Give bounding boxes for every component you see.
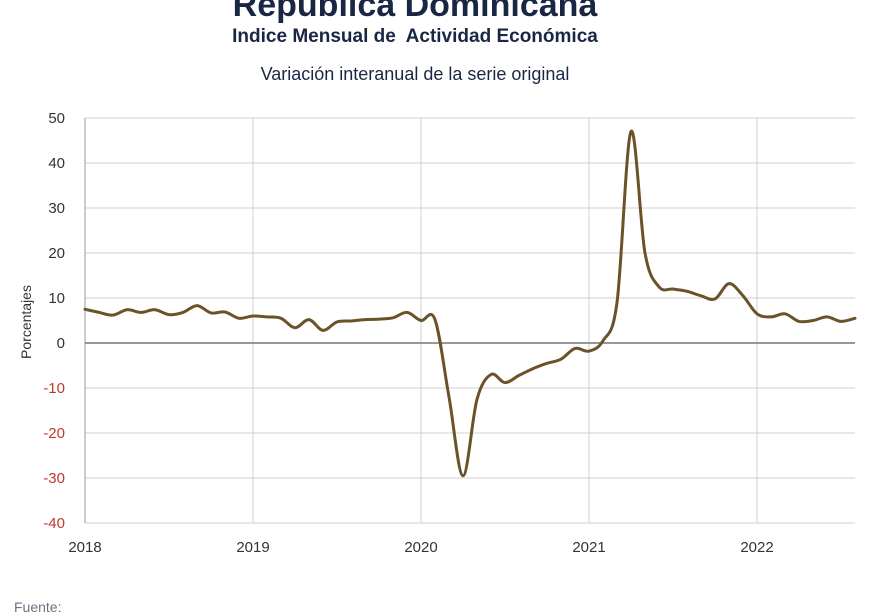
chart-subtitle-2: Variación interanual de la serie origina… (260, 64, 570, 84)
y-tick-label: 20 (48, 245, 65, 262)
grid (84, 117, 855, 524)
y-tick-label: 10 (48, 290, 65, 307)
x-tick-label: 2018 (68, 539, 101, 556)
chart-subtitle: Indice Mensual de Actividad Económica (232, 26, 598, 47)
x-tick-label: 2019 (236, 539, 269, 556)
x-tick-label: 2022 (740, 539, 773, 556)
chart-title: República Dominicana (232, 0, 598, 24)
y-tick-label: -20 (43, 425, 65, 442)
line-chart: 50 40 30 20 10 0 -10 -20 -30 -40 2018 2019 2020 2021… (18, 110, 857, 556)
y-tick-label: 0 (57, 335, 65, 352)
y-tick-label: -40 (43, 515, 65, 532)
y-tick-label: 40 (48, 155, 65, 172)
series-line (83, 129, 857, 478)
x-axis-ticks: 2018 2019 2020 2021 2022 (68, 539, 773, 556)
y-tick-label: -30 (43, 470, 65, 487)
y-tick-label: 30 (48, 200, 65, 217)
source-label: Fuente: (14, 599, 62, 615)
x-tick-label: 2021 (572, 539, 605, 556)
x-tick-label: 2020 (404, 539, 437, 556)
y-axis-label: Porcentajes (18, 285, 34, 359)
y-axis-ticks: 50 40 30 20 10 0 -10 -20 -30 -40 (43, 110, 65, 532)
y-tick-label: 50 (48, 110, 65, 127)
y-tick-label: -10 (43, 380, 65, 397)
